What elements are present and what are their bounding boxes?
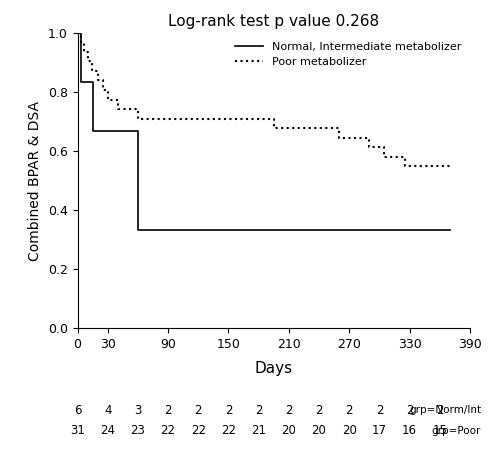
Text: 2: 2 <box>316 404 323 417</box>
Text: grp=Norm/Int: grp=Norm/Int <box>409 405 481 416</box>
Text: 2: 2 <box>376 404 383 417</box>
Text: 2: 2 <box>406 404 413 417</box>
Text: 2: 2 <box>164 404 172 417</box>
Text: 2: 2 <box>255 404 262 417</box>
Text: grp=Poor: grp=Poor <box>432 425 481 436</box>
Text: 2: 2 <box>346 404 353 417</box>
Text: 2: 2 <box>224 404 232 417</box>
Legend: Normal, Intermediate metabolizer, Poor metabolizer: Normal, Intermediate metabolizer, Poor m… <box>232 38 464 71</box>
Text: 22: 22 <box>221 424 236 437</box>
Text: 20: 20 <box>282 424 296 437</box>
Text: 2: 2 <box>436 404 444 417</box>
Text: 20: 20 <box>342 424 356 437</box>
Text: 3: 3 <box>134 404 141 417</box>
Text: 2: 2 <box>285 404 292 417</box>
Text: 22: 22 <box>191 424 206 437</box>
Text: 20: 20 <box>312 424 326 437</box>
Text: 23: 23 <box>130 424 146 437</box>
Text: 6: 6 <box>74 404 81 417</box>
Text: 4: 4 <box>104 404 112 417</box>
Y-axis label: Combined BPAR & DSA: Combined BPAR & DSA <box>28 100 42 261</box>
Text: 22: 22 <box>160 424 176 437</box>
Title: Log-rank test p value 0.268: Log-rank test p value 0.268 <box>168 14 380 29</box>
Text: 24: 24 <box>100 424 115 437</box>
Text: 16: 16 <box>402 424 417 437</box>
Text: 2: 2 <box>194 404 202 417</box>
Text: Days: Days <box>254 361 292 376</box>
Text: 21: 21 <box>251 424 266 437</box>
Text: 15: 15 <box>432 424 447 437</box>
Text: 17: 17 <box>372 424 387 437</box>
Text: 31: 31 <box>70 424 85 437</box>
